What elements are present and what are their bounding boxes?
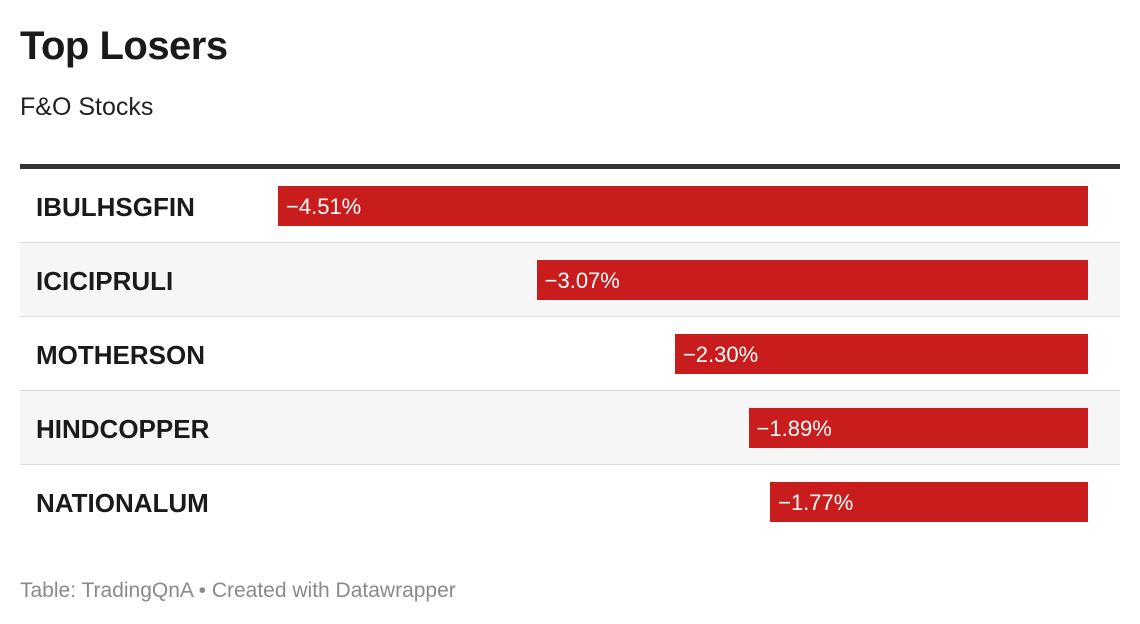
bar: −1.89% bbox=[748, 408, 1088, 448]
bar-value-label: −1.77% bbox=[778, 490, 854, 515]
credit-note: Created with Datawrapper bbox=[211, 579, 456, 602]
bar: −1.77% bbox=[770, 482, 1088, 522]
chart-subtitle: F&O Stocks bbox=[20, 93, 154, 121]
row-label: NATIONALUM bbox=[36, 488, 209, 518]
bar-value-label: −4.51% bbox=[286, 194, 362, 219]
chart-footer: Table: TradingQnA • Created with Datawra… bbox=[20, 576, 456, 606]
row-label: HINDCOPPER bbox=[36, 414, 210, 444]
bar: −3.07% bbox=[536, 260, 1088, 300]
source-note: Table: TradingQnA bbox=[20, 579, 193, 602]
bar-value-label: −1.89% bbox=[756, 416, 832, 441]
table-row: MOTHERSON −2.30% bbox=[20, 317, 1120, 391]
bar-value-label: −2.30% bbox=[682, 342, 759, 367]
losers-table: IBULHSGFIN −4.51% ICICIPRULI −3.07% MOTHERSO… bbox=[20, 164, 1120, 538]
table-row: IBULHSGFIN −4.51% bbox=[20, 169, 1120, 243]
table-row: ICICIPRULI −3.07% bbox=[20, 243, 1120, 317]
bar-value-label: −3.07% bbox=[544, 268, 620, 293]
bar: −2.30% bbox=[674, 334, 1088, 374]
table-row: HINDCOPPER −1.89% bbox=[20, 391, 1120, 465]
footer-separator: • bbox=[198, 579, 206, 602]
bar: −4.51% bbox=[278, 186, 1088, 226]
row-label: IBULHSGFIN bbox=[36, 192, 195, 222]
row-label: ICICIPRULI bbox=[36, 266, 174, 296]
table-row: NATIONALUM −1.77% bbox=[20, 465, 1120, 538]
row-label: MOTHERSON bbox=[36, 340, 205, 370]
chart-title: Top Losers bbox=[20, 24, 228, 68]
